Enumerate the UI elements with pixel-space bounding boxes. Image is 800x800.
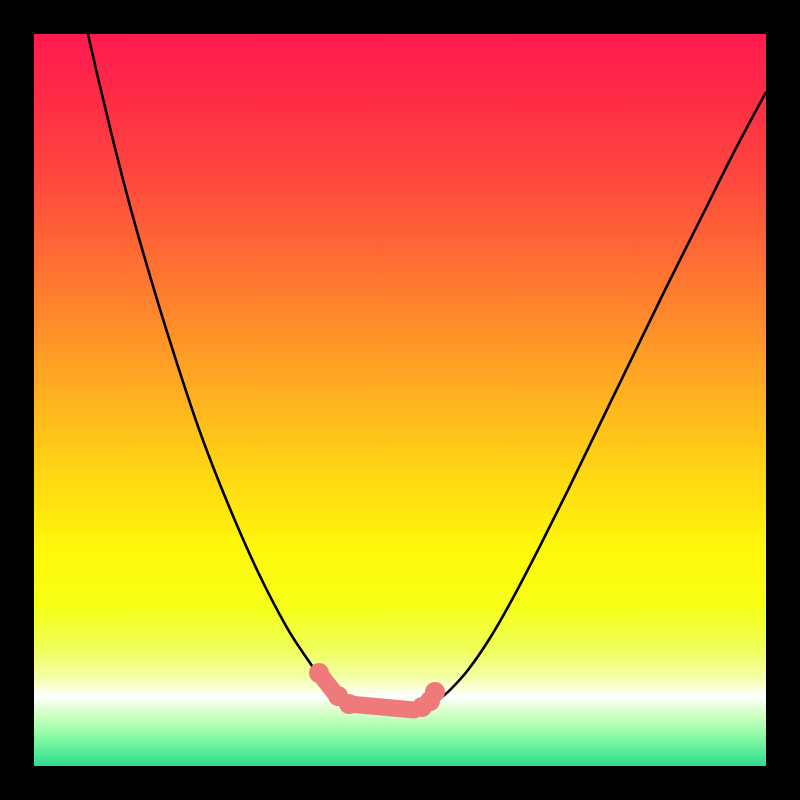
highlight-dot bbox=[425, 682, 445, 702]
chart-svg bbox=[0, 0, 800, 800]
plot-area bbox=[34, 34, 766, 766]
highlight-dot bbox=[309, 663, 329, 683]
chart-stage: TheBottlenecker.com bbox=[0, 0, 800, 800]
highlight-dot bbox=[339, 694, 359, 714]
